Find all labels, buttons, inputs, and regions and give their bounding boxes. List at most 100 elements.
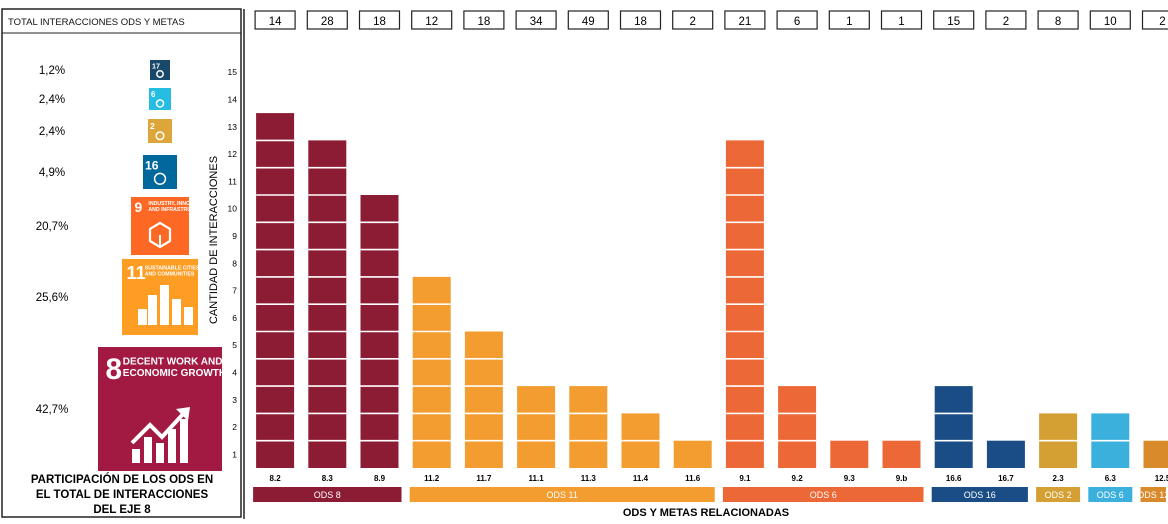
participation-title-line-3: DEL EJE 8: [93, 504, 151, 516]
bar: [778, 386, 816, 468]
bar: [622, 413, 660, 468]
bar-fill: [517, 386, 555, 468]
participation-percent: 25,6%: [36, 292, 69, 304]
y-axis-label: CANTIDAD DE INTERACCIONES: [208, 156, 220, 324]
y-tick-label: 6: [232, 313, 237, 323]
x-tick-label: 9.1: [739, 474, 751, 483]
bar: [830, 441, 868, 468]
y-tick-label: 8: [232, 258, 237, 268]
bar: [517, 386, 555, 468]
y-tick-label: 12: [228, 149, 238, 159]
sdg-goal-number: 11: [127, 262, 146, 283]
bar: [256, 113, 294, 468]
participation-title-line-2: EL TOTAL DE INTERACCIONES: [36, 489, 209, 501]
ods-group-label: ODS 8: [314, 490, 341, 500]
total-value: 2: [689, 16, 695, 28]
bar: [1144, 441, 1168, 468]
bar-fill: [1144, 441, 1168, 468]
bar-fill: [569, 386, 607, 468]
bar: [726, 140, 764, 468]
x-tick-label: 11.1: [529, 474, 545, 483]
sdg-goal-number: 2: [150, 121, 155, 131]
sdg-goal-number: 8: [105, 353, 122, 386]
bar-fill: [778, 386, 816, 468]
x-tick-label: 16.6: [946, 474, 962, 483]
bar-fill: [883, 441, 921, 468]
x-tick-label: 6.3: [1105, 474, 1117, 483]
bar: [1091, 413, 1129, 468]
y-tick-label: 13: [228, 122, 238, 132]
total-value: 18: [634, 16, 647, 28]
total-value: 6: [794, 16, 800, 28]
bar: [308, 140, 346, 468]
y-tick-label: 11: [228, 176, 237, 186]
x-tick-label: 9.b: [896, 474, 908, 483]
participation-percent: 42,7%: [36, 404, 69, 416]
ods-group-label: ODS 6: [1097, 490, 1124, 500]
ods-group-label: ODS 11: [547, 490, 578, 500]
total-value: 2: [1003, 16, 1009, 28]
sdg-16-icon: 16: [143, 155, 177, 189]
ods-group: ODS 2: [1036, 487, 1080, 502]
bar-fill: [987, 441, 1025, 468]
sdg-goal-number: 17: [152, 61, 160, 70]
x-tick-label: 8.9: [374, 474, 386, 483]
bar: [883, 441, 921, 468]
x-tick-label: 9.3: [844, 474, 856, 483]
y-tick-label: 2: [232, 422, 237, 432]
x-axis-label: ODS Y METAS RELACIONADAS: [623, 507, 789, 519]
bar: [569, 386, 607, 468]
y-tick-label: 4: [232, 367, 237, 377]
bar-fill: [256, 113, 294, 468]
x-tick-label: 2.3: [1053, 474, 1065, 483]
bar-fill: [674, 441, 712, 468]
sdg-6-icon: 6: [149, 88, 171, 110]
y-tick-label: 9: [232, 231, 237, 241]
total-value: 2: [1159, 16, 1165, 28]
bar-fill: [413, 277, 451, 468]
participation-percent: 20,7%: [36, 221, 69, 233]
bar-fill: [465, 332, 503, 469]
x-tick-label: 9.2: [792, 474, 804, 483]
participation-percent: 2,4%: [39, 94, 65, 106]
bar: [1039, 413, 1077, 468]
bar: [465, 332, 503, 469]
y-tick-label: 15: [228, 67, 238, 77]
ods-group: ODS 11: [410, 487, 715, 502]
bar-fill: [935, 386, 973, 468]
y-tick-label: 10: [228, 204, 238, 214]
total-value: 15: [947, 16, 960, 28]
totals-header-label: TOTAL INTERACCIONES ODS Y METAS: [8, 17, 185, 28]
bar: [361, 195, 399, 468]
bar: [987, 441, 1025, 468]
sdg-2-icon: 2: [148, 119, 172, 143]
total-value: 49: [582, 16, 595, 28]
ods-group: ODS 16: [932, 487, 1028, 502]
total-value: 14: [269, 16, 282, 28]
bar: [413, 277, 451, 468]
total-value: 8: [1055, 16, 1061, 28]
x-tick-label: 11.3: [581, 474, 597, 483]
x-tick-label: 12.5: [1155, 474, 1168, 483]
bar: [674, 441, 712, 468]
x-tick-label: 11.6: [685, 474, 701, 483]
sdg-17-icon: 17: [150, 60, 170, 80]
bar: [935, 386, 973, 468]
total-value: 18: [478, 16, 491, 28]
total-value: 28: [321, 16, 334, 28]
ods-group-label: ODS 12: [1137, 490, 1168, 500]
x-tick-label: 11.4: [633, 474, 649, 483]
y-tick-label: 5: [232, 340, 237, 350]
y-tick-label: 1: [232, 449, 237, 459]
sdg-goal-number: 9: [134, 199, 142, 215]
x-tick-label: 8.2: [270, 474, 282, 483]
x-tick-label: 16.7: [998, 474, 1014, 483]
x-tick-label: 8.3: [322, 474, 334, 483]
total-value: 10: [1104, 16, 1117, 28]
